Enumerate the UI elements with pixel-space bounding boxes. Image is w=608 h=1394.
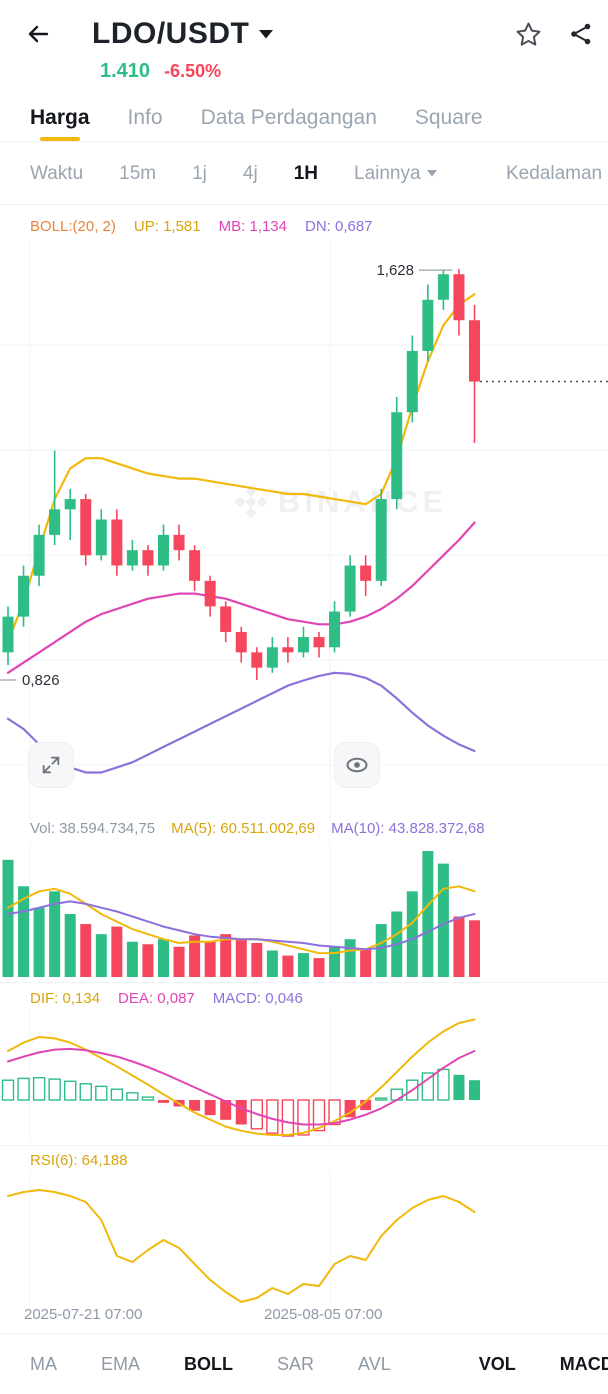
- macd-value-label: MACD: 0,046: [212, 990, 303, 1007]
- expand-icon: [42, 756, 60, 774]
- boll-mb-label: MB: 1,134: [218, 218, 287, 235]
- price-change-percent: -6.50%: [164, 61, 222, 81]
- timeframe-4j[interactable]: 4j: [242, 162, 258, 184]
- volume-indicator-labels: Vol: 38.594.734,75 MA(5): 60.511.002,69 …: [30, 820, 485, 837]
- timeframe-waktu[interactable]: Waktu: [30, 162, 84, 184]
- page-title: LDO/USDT: [92, 17, 250, 50]
- toolbar-item-ema[interactable]: EMA: [101, 1353, 141, 1374]
- toolbar-item-ma[interactable]: MA: [30, 1353, 57, 1374]
- rsi-value-label: RSI(6): 64,188: [30, 1152, 128, 1169]
- tab-harga[interactable]: Harga: [30, 94, 90, 141]
- toolbar-item-boll[interactable]: BOLL: [184, 1353, 234, 1374]
- vol-ma10-label: MA(10): 43.828.372,68: [331, 820, 485, 837]
- chevron-down-icon: [259, 29, 274, 38]
- fullscreen-button[interactable]: [28, 742, 74, 788]
- macd-dif-label: DIF: 0,134: [30, 990, 101, 1007]
- price-row: 1.410 -6.50%: [100, 60, 221, 83]
- time-axis: 2025-07-21 07:00 2025-08-05 07:00: [0, 1306, 608, 1326]
- macd-indicator-labels: DIF: 0,134 DEA: 0,087 MACD: 0,046: [30, 990, 303, 1007]
- timeframe-lainnya-dropdown[interactable]: Lainnya: [354, 163, 437, 185]
- boll-dn-label: DN: 0,687: [304, 218, 373, 235]
- last-price: 1.410: [100, 60, 151, 82]
- share-icon[interactable]: [568, 21, 594, 47]
- tab-data-perdagangan[interactable]: Data Perdagangan: [200, 105, 377, 129]
- boll-params-label: BOLL:(20, 2): [30, 218, 116, 235]
- svg-text:0,826: 0,826: [22, 672, 60, 689]
- timeframe-bar: Waktu 15m 1j 4j 1H Lainnya Kedalaman: [0, 143, 608, 205]
- favorite-star-icon[interactable]: [515, 21, 542, 48]
- rsi-chart[interactable]: [0, 1170, 608, 1304]
- timeframe-15m[interactable]: 15m: [119, 162, 157, 184]
- visibility-button[interactable]: [334, 742, 380, 788]
- vol-ma5-label: MA(5): 60.511.002,69: [171, 820, 316, 837]
- pair-selector[interactable]: LDO/USDT: [92, 17, 274, 51]
- axis-label-center: 2025-08-05 07:00: [264, 1306, 383, 1323]
- volume-chart[interactable]: [0, 843, 608, 978]
- header-actions: [515, 21, 608, 48]
- indicator-toolbar: MA EMA BOLL SAR AVL VOL MACD: [0, 1333, 608, 1394]
- section-divider: [0, 982, 608, 983]
- svg-text:1,628: 1,628: [376, 262, 414, 279]
- header: LDO/USDT: [0, 8, 608, 60]
- binance-logo-icon: [234, 486, 268, 518]
- macd-dea-label: DEA: 0,087: [118, 990, 195, 1007]
- back-button[interactable]: [16, 12, 60, 56]
- section-divider: [0, 1145, 608, 1146]
- tab-info[interactable]: Info: [127, 105, 163, 129]
- axis-label-left: 2025-07-21 07:00: [24, 1306, 143, 1323]
- active-tab-underline: [39, 137, 80, 141]
- boll-up-label: UP: 1,581: [133, 218, 201, 235]
- tab-kedalaman[interactable]: Kedalaman: [506, 162, 603, 184]
- toolbar-item-avl[interactable]: AVL: [358, 1353, 391, 1374]
- back-arrow-icon: [28, 25, 49, 43]
- macd-chart[interactable]: [0, 1008, 608, 1142]
- chevron-down-icon: [426, 170, 437, 177]
- eye-icon: [346, 757, 368, 773]
- timeframe-1j[interactable]: 1j: [192, 162, 207, 184]
- toolbar-item-macd[interactable]: MACD: [559, 1353, 608, 1374]
- price-chart[interactable]: 1,628 0,826: [0, 240, 608, 820]
- toolbar-item-vol[interactable]: VOL: [478, 1353, 516, 1374]
- boll-indicator-labels: BOLL:(20, 2) UP: 1,581 MB: 1,134 DN: 0,6…: [30, 218, 373, 235]
- watermark-text: BINANCE: [278, 484, 448, 519]
- tab-square[interactable]: Square: [414, 105, 483, 129]
- binance-watermark: BINANCE: [234, 484, 447, 520]
- vol-value-label: Vol: 38.594.734,75: [30, 820, 156, 837]
- rsi-indicator-labels: RSI(6): 64,188: [30, 1152, 128, 1169]
- toolbar-item-sar[interactable]: SAR: [277, 1353, 315, 1374]
- timeframe-1h[interactable]: 1H: [293, 162, 318, 184]
- top-tab-bar: Harga Info Data Perdagangan Square: [0, 94, 608, 142]
